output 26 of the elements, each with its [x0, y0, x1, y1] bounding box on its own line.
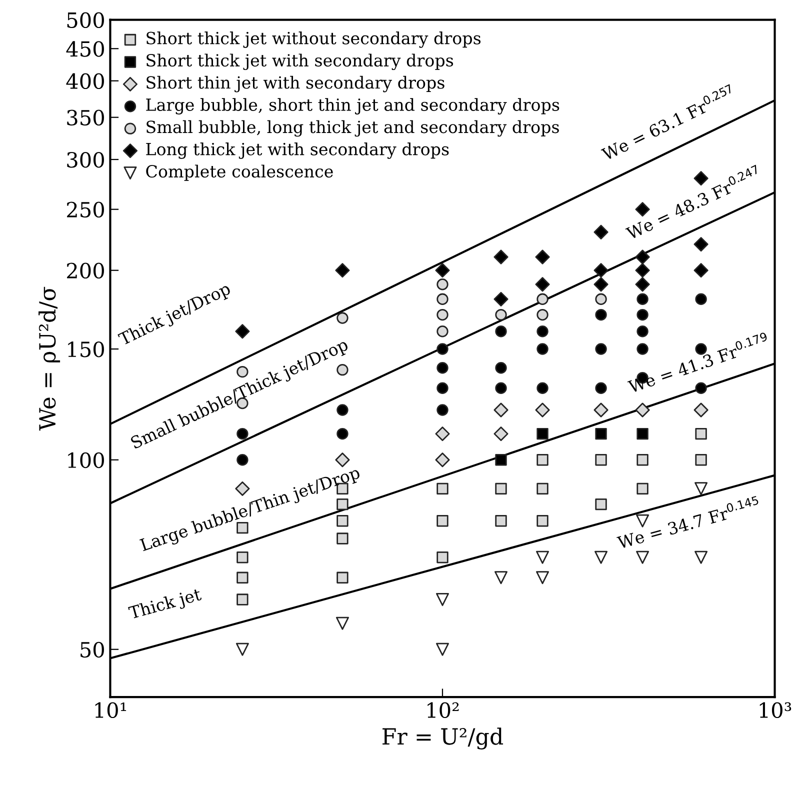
annotation: Thick jet	[128, 587, 203, 623]
y-tick-label: 350	[67, 110, 104, 126]
legend-label: Short thin jet with secondary drops	[146, 76, 444, 92]
y-axis-title: We = ρU²d/σ	[38, 286, 60, 431]
annotation: We = 34.7 Fr$^{0.145}$	[616, 496, 761, 550]
y-tick-label: 450	[66, 41, 104, 57]
y-tick-label: 250	[67, 202, 104, 218]
x-tick-label: 10³	[760, 702, 792, 718]
legend-label: Small bubble, long thick jet and secondary drops	[146, 120, 559, 137]
y-tick-label: 400	[66, 73, 104, 90]
legend-label: Large bubble, short thin jet and secondary drops	[146, 98, 560, 114]
y-tick-label: 100	[68, 452, 104, 468]
annotation: We = 48.3 Fr$^{0.247}$	[624, 164, 762, 240]
x-tick-label: 10²	[428, 702, 459, 718]
x-tick-label: 10¹	[95, 702, 126, 718]
legend-label: Complete coalescence	[146, 164, 333, 181]
legend-label: Short thick jet without secondary drops	[146, 31, 481, 48]
y-tick-label: 300	[67, 152, 104, 168]
y-tick-label: 150	[68, 341, 104, 358]
annotation: We = 63.1 Fr$^{0.257}$	[600, 84, 736, 161]
y-tick-label: 50	[80, 642, 104, 658]
x-axis-title: Fr = U²/gd	[382, 728, 504, 750]
legend-label: Long thick jet with secondary drops	[146, 142, 449, 159]
legend-label: Short thick jet with secondary drops	[146, 54, 454, 70]
y-tick-label: 500	[67, 12, 104, 28]
y-tick-label: 200	[67, 262, 104, 279]
